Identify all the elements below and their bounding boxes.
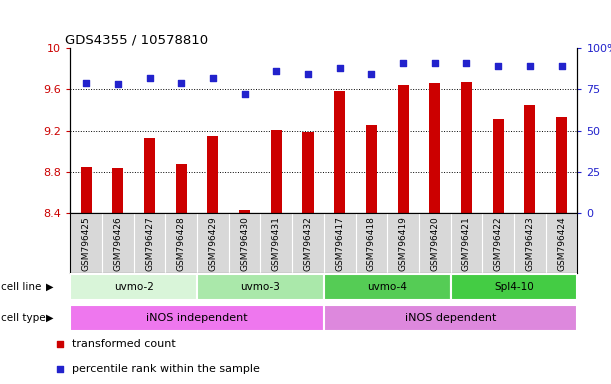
- Bar: [366, 126, 377, 213]
- Bar: [207, 136, 219, 213]
- Text: ▶: ▶: [46, 282, 53, 292]
- Point: [303, 71, 313, 78]
- Bar: [324, 305, 577, 331]
- Text: Spl4-10: Spl4-10: [494, 282, 534, 292]
- Text: GDS4355 / 10578810: GDS4355 / 10578810: [65, 34, 208, 47]
- Bar: [112, 168, 123, 213]
- Bar: [81, 167, 92, 213]
- Bar: [524, 105, 535, 213]
- Bar: [324, 274, 450, 300]
- Text: GSM796419: GSM796419: [398, 216, 408, 271]
- Bar: [451, 274, 577, 300]
- Text: GSM796421: GSM796421: [462, 216, 471, 271]
- Point: [208, 74, 218, 81]
- Text: GSM796425: GSM796425: [82, 216, 90, 271]
- Text: GSM796420: GSM796420: [430, 216, 439, 271]
- Point: [493, 63, 503, 69]
- Bar: [334, 91, 345, 213]
- Point: [240, 91, 249, 97]
- Text: cell type: cell type: [1, 313, 46, 323]
- Text: uvmo-4: uvmo-4: [367, 282, 407, 292]
- Bar: [175, 164, 187, 213]
- Bar: [197, 274, 324, 300]
- Point: [81, 79, 91, 86]
- Text: GSM796427: GSM796427: [145, 216, 154, 271]
- Point: [398, 60, 408, 66]
- Text: GSM796417: GSM796417: [335, 216, 344, 271]
- Text: percentile rank within the sample: percentile rank within the sample: [72, 364, 260, 374]
- Text: GSM796428: GSM796428: [177, 216, 186, 271]
- Bar: [302, 132, 313, 213]
- Point: [367, 71, 376, 78]
- Text: GSM796423: GSM796423: [525, 216, 535, 271]
- Text: GSM796418: GSM796418: [367, 216, 376, 271]
- Bar: [70, 274, 197, 300]
- Point: [461, 60, 471, 66]
- Text: GSM796432: GSM796432: [304, 216, 312, 271]
- Point: [113, 81, 123, 88]
- Bar: [271, 129, 282, 213]
- Text: transformed count: transformed count: [72, 339, 176, 349]
- Text: iNOS dependent: iNOS dependent: [405, 313, 496, 323]
- Point: [177, 79, 186, 86]
- Point: [145, 74, 155, 81]
- Bar: [239, 210, 250, 213]
- Bar: [398, 85, 409, 213]
- Text: GSM796426: GSM796426: [113, 216, 122, 271]
- Text: iNOS independent: iNOS independent: [146, 313, 248, 323]
- Point: [54, 341, 64, 348]
- Text: GSM796422: GSM796422: [494, 216, 503, 271]
- Point: [54, 366, 64, 372]
- Bar: [144, 138, 155, 213]
- Text: GSM796431: GSM796431: [272, 216, 281, 271]
- Text: ▶: ▶: [46, 313, 53, 323]
- Text: cell line: cell line: [1, 282, 42, 292]
- Point: [557, 63, 566, 69]
- Text: GSM796424: GSM796424: [557, 216, 566, 271]
- Text: GSM796430: GSM796430: [240, 216, 249, 271]
- Point: [335, 65, 345, 71]
- Point: [271, 68, 281, 74]
- Point: [525, 63, 535, 69]
- Bar: [70, 305, 324, 331]
- Bar: [461, 82, 472, 213]
- Point: [430, 60, 440, 66]
- Bar: [429, 83, 441, 213]
- Bar: [492, 119, 503, 213]
- Text: uvmo-3: uvmo-3: [241, 282, 280, 292]
- Text: GSM796429: GSM796429: [208, 216, 218, 271]
- Text: uvmo-2: uvmo-2: [114, 282, 153, 292]
- Bar: [556, 117, 567, 213]
